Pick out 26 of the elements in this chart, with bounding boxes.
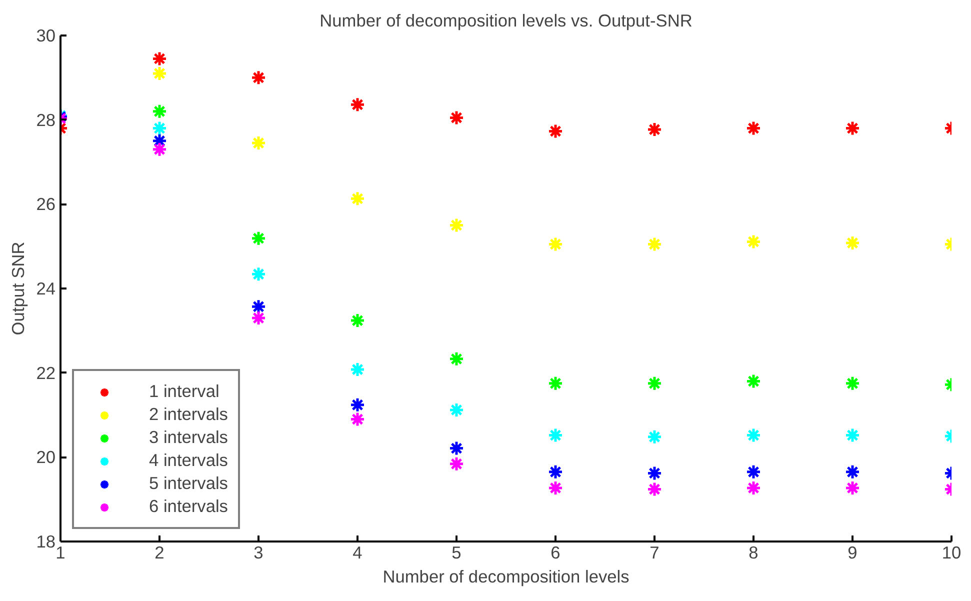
y-tick-label: 22 bbox=[36, 362, 56, 383]
x-axis-title: Number of decomposition levels bbox=[382, 566, 630, 586]
x-tick-label: 5 bbox=[452, 542, 462, 562]
x-tick-label: 7 bbox=[650, 542, 660, 562]
legend-label: 6 intervals bbox=[149, 496, 228, 517]
x-tick-label: 4 bbox=[352, 542, 363, 562]
legend-label: 2 intervals bbox=[149, 404, 228, 425]
legend-label: 5 intervals bbox=[149, 473, 228, 494]
x-tick-label: 3 bbox=[254, 542, 264, 562]
y-tick-label: 24 bbox=[36, 278, 56, 298]
x-tick-label: 9 bbox=[848, 542, 858, 562]
x-tick-label: 2 bbox=[154, 542, 164, 562]
x-tick-label: 1 bbox=[56, 542, 66, 562]
y-tick-label: 26 bbox=[36, 194, 56, 214]
legend-label: 1 interval bbox=[149, 381, 220, 402]
y-tick-label: 30 bbox=[36, 26, 56, 46]
legend-label: 3 intervals bbox=[149, 427, 228, 448]
x-tick-label: 10 bbox=[942, 542, 962, 562]
legend-label: 4 intervals bbox=[149, 450, 228, 471]
y-tick-label: 28 bbox=[36, 110, 56, 130]
x-tick-label: 6 bbox=[550, 542, 560, 562]
y-tick-label: 18 bbox=[36, 532, 56, 552]
y-axis-title: Output SNR bbox=[8, 242, 28, 336]
chart-title: Number of decomposition levels vs. Output-SNR bbox=[320, 10, 692, 30]
y-tick-label: 20 bbox=[36, 447, 56, 468]
x-tick-label: 8 bbox=[748, 542, 758, 562]
